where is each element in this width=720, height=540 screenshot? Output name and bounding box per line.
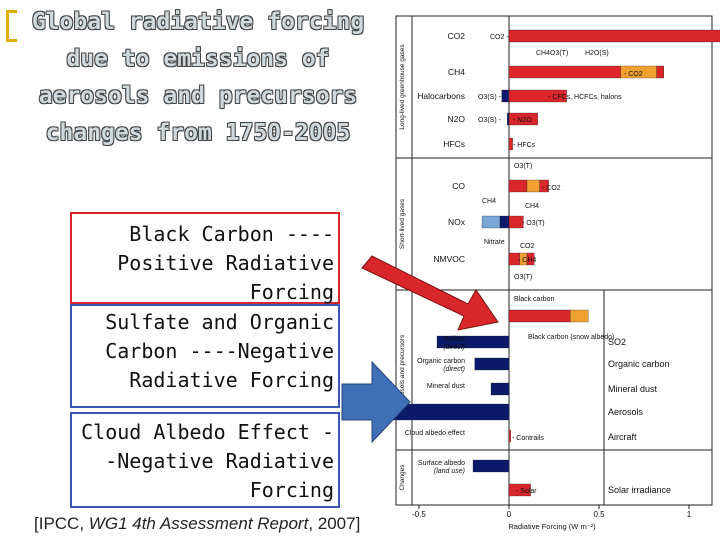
- row-label: Cloud albedo effect: [405, 430, 465, 437]
- row-label: Sulfate: [443, 336, 465, 343]
- red-arrow: [361, 255, 499, 331]
- row-annotation: - CO2: [542, 185, 561, 192]
- row-annotation: - N2O: [513, 117, 532, 124]
- forcing-bar: [508, 137, 513, 151]
- row-annotation: H2O(S): [585, 50, 609, 57]
- forcing-bar: [526, 252, 535, 266]
- row-annotation: O3(T): [550, 50, 568, 57]
- forcing-bar: [436, 335, 510, 349]
- citation-title: WG1 4th Assessment Report: [88, 514, 309, 533]
- row-annotation: Organic carbon: [608, 359, 670, 369]
- row-annotation: CH4: [482, 198, 496, 205]
- section-label: Changes: [399, 464, 406, 491]
- row-label-sub: (land use): [434, 468, 465, 475]
- forcing-bar: [508, 29, 720, 43]
- row-annotation: - Contrails: [512, 435, 544, 442]
- forcing-bar: [508, 309, 571, 323]
- x-tick-label: 1: [687, 510, 692, 519]
- slide-title: Global radiative forcing due to emission…: [31, 9, 365, 146]
- citation: [IPCC, WG1 4th Assessment Report, 2007]: [34, 514, 360, 534]
- x-tick-label: 0.5: [593, 510, 605, 519]
- section-label: Aerosols and precursors: [399, 334, 406, 405]
- sulfate-organic-note: Sulfate and Organic Carbon ----Negative …: [70, 304, 340, 408]
- forcing-bar: [474, 357, 510, 371]
- forcing-bar: [501, 89, 510, 103]
- row-annotation: - HFCs: [513, 142, 536, 149]
- forcing-bar: [508, 89, 567, 103]
- row-annotation: Aircraft: [608, 432, 637, 442]
- row-label: HFCs: [443, 139, 465, 149]
- row-label: Halocarbons: [417, 91, 465, 101]
- row-annotation: - CFCs, HCFCs, halons: [548, 94, 622, 101]
- row-label: CO2: [448, 31, 466, 41]
- forcing-bar: [481, 215, 501, 229]
- section-label: Short-lived gases: [399, 198, 406, 249]
- row-annotation: - CH4: [518, 257, 536, 264]
- row-annotation: - CO2: [624, 71, 643, 78]
- row-label: NMVOC: [433, 254, 465, 264]
- x-tick-label: -0.5: [412, 510, 426, 519]
- row-annotation: Black carbon: [514, 296, 555, 303]
- row-annotation: Mineral dust: [608, 384, 658, 394]
- row-label: CO: [452, 181, 465, 191]
- row-annotation: SO2: [608, 337, 626, 347]
- row-annotation: CH4: [525, 203, 539, 210]
- row-annotation: Nitrate: [484, 239, 505, 246]
- row-annotation: - Solar: [516, 488, 537, 495]
- forcing-bar: [499, 215, 510, 229]
- row-annotation: CO2 -: [490, 34, 509, 41]
- forcing-bar: [656, 65, 664, 79]
- row-label-sub: (direct): [443, 344, 465, 351]
- x-axis-label: Radiative Forcing (W m⁻²): [508, 522, 596, 531]
- row-annotation: - O3(T): [522, 220, 545, 227]
- row-annotation: Solar irradiance: [608, 485, 671, 495]
- forcing-bar: [539, 179, 549, 193]
- blue-arrow: [341, 360, 411, 444]
- row-label: CH4: [448, 67, 465, 77]
- row-annotation: Black carbon (snow albedo): [528, 334, 614, 341]
- cloud-albedo-note: Cloud Albedo Effect --Negative Radiative…: [70, 412, 340, 508]
- forcing-bar: [526, 179, 540, 193]
- forcing-bar: [507, 112, 510, 126]
- row-annotation: CO2: [520, 243, 535, 250]
- forcing-bar: [508, 429, 511, 443]
- plot-frame: [395, 15, 713, 506]
- forcing-bar: [508, 179, 528, 193]
- row-annotation: Aerosols: [608, 407, 644, 417]
- forcing-bar: [508, 65, 621, 79]
- forcing-bar: [508, 483, 531, 497]
- black-carbon-note: Black Carbon ----Positive Radiative Forc…: [70, 212, 340, 304]
- citation-prefix: [IPCC,: [34, 514, 89, 533]
- row-label: N2O: [448, 114, 466, 124]
- row-label: Mineral dust: [427, 383, 465, 390]
- row-label: Surface albedo: [418, 460, 465, 467]
- citation-suffix: , 2007]: [308, 514, 361, 533]
- forcing-bar: [508, 215, 524, 229]
- section-label: Long-lived greenhouse gases: [399, 44, 406, 130]
- forcing-bar: [508, 112, 538, 126]
- row-label-sub: (direct): [443, 366, 465, 373]
- title-bracket-mark: [6, 10, 17, 42]
- x-tick-label: 0: [507, 510, 512, 519]
- forcing-bar: [570, 309, 589, 323]
- row-annotation: O3(T): [514, 163, 532, 170]
- row-annotation: O3(S) -: [478, 117, 502, 124]
- row-annotation: O3(T): [514, 274, 532, 281]
- row-label: NOx: [448, 217, 466, 227]
- forcing-bar: [490, 382, 510, 396]
- forcing-bar: [472, 459, 510, 473]
- row-label: Organic carbon: [417, 358, 465, 365]
- row-annotation: CH4: [536, 50, 550, 57]
- row-annotation: O3(S) -: [478, 94, 502, 101]
